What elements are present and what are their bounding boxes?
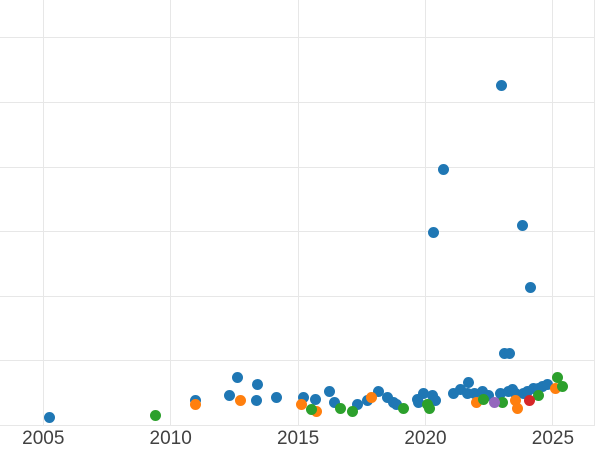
data-point-series-blue <box>373 386 385 398</box>
horizontal-gridline <box>0 425 594 426</box>
data-point-series-orange <box>234 395 246 407</box>
vertical-gridline <box>170 0 172 426</box>
data-point-series-blue <box>428 227 440 239</box>
data-point-series-orange <box>366 392 378 404</box>
data-point-series-green <box>556 381 568 393</box>
data-point-series-blue <box>496 79 508 91</box>
data-point-series-orange <box>550 383 562 395</box>
x-tick-label: 2025 <box>531 428 575 449</box>
data-point-series-blue <box>525 281 537 293</box>
data-point-series-blue <box>510 387 522 399</box>
data-point-series-blue <box>352 399 364 411</box>
x-tick-label: 2010 <box>149 428 192 449</box>
data-point-series-blue <box>391 399 403 411</box>
data-point-series-blue <box>469 387 481 399</box>
data-point-series-blue <box>324 385 336 397</box>
data-point-series-blue <box>494 388 506 400</box>
data-point-series-blue <box>461 387 473 399</box>
data-point-series-blue <box>381 391 393 403</box>
horizontal-gridline <box>0 231 594 233</box>
vertical-gridline <box>552 0 554 426</box>
horizontal-gridline <box>0 102 594 103</box>
data-point-series-orange <box>510 394 522 406</box>
horizontal-gridline <box>0 166 594 168</box>
x-tick-label: 2020 <box>404 428 447 449</box>
vertical-gridline <box>297 0 299 426</box>
data-point-series-blue <box>298 392 310 404</box>
data-point-series-blue <box>44 411 56 423</box>
data-point-series-purple <box>488 396 500 408</box>
data-point-series-blue <box>430 394 442 406</box>
data-point-series-blue <box>483 390 495 402</box>
data-point-series-blue <box>223 390 235 402</box>
horizontal-gridline <box>0 37 594 39</box>
data-point-series-blue <box>541 378 553 390</box>
x-tick-label: 2005 <box>22 428 65 449</box>
data-point-series-blue <box>503 347 515 359</box>
data-point-series-blue <box>418 387 430 399</box>
data-point-series-blue <box>447 387 459 399</box>
data-point-series-green <box>346 405 358 417</box>
data-point-series-blue <box>328 396 340 408</box>
data-point-series-green <box>497 396 509 408</box>
data-point-series-green <box>334 402 346 414</box>
data-point-series-blue <box>454 384 466 396</box>
data-point-series-blue <box>516 219 528 231</box>
plot-right-edge <box>593 0 595 426</box>
data-point-series-red <box>524 395 536 407</box>
data-point-series-green <box>423 402 435 414</box>
vertical-gridline <box>425 0 426 426</box>
vertical-gridline <box>42 0 44 426</box>
data-point-series-orange <box>471 396 483 408</box>
data-point-series-blue <box>250 395 262 407</box>
data-point-series-blue <box>271 391 283 403</box>
data-point-series-orange <box>295 399 307 411</box>
data-point-series-orange <box>512 402 524 414</box>
data-point-series-green <box>150 409 162 421</box>
data-point-series-green <box>305 404 317 416</box>
horizontal-gridline <box>0 360 594 362</box>
data-point-series-orange <box>190 398 202 410</box>
horizontal-gridline <box>0 295 594 297</box>
data-point-series-green <box>532 389 544 401</box>
data-point-series-green <box>397 403 409 415</box>
data-point-series-blue <box>462 377 474 389</box>
data-point-series-blue <box>476 385 488 397</box>
plot-area <box>0 0 595 426</box>
data-point-series-green <box>477 393 489 405</box>
data-point-series-blue <box>412 397 424 409</box>
data-point-series-blue <box>438 164 450 176</box>
data-point-series-blue <box>251 379 263 391</box>
data-point-series-orange <box>311 405 323 417</box>
data-point-series-blue <box>232 371 244 383</box>
x-tick-label: 2015 <box>276 428 320 449</box>
data-point-series-blue <box>310 393 322 405</box>
data-point-series-green <box>552 371 564 383</box>
